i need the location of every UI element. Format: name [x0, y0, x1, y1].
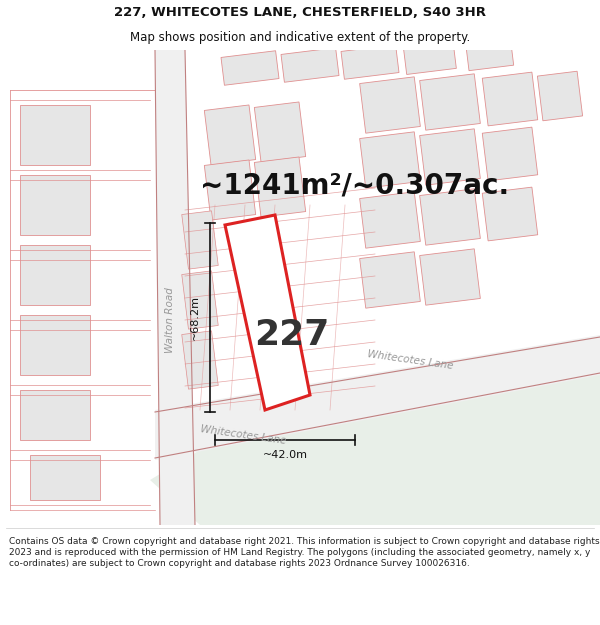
Text: ~68.2m: ~68.2m [190, 295, 200, 340]
Polygon shape [20, 390, 90, 440]
Text: Contains OS data © Crown copyright and database right 2021. This information is : Contains OS data © Crown copyright and d… [9, 537, 599, 568]
Polygon shape [254, 157, 305, 217]
Polygon shape [20, 175, 90, 235]
Polygon shape [419, 189, 481, 245]
Polygon shape [482, 187, 538, 241]
Polygon shape [419, 249, 481, 305]
Polygon shape [20, 245, 90, 305]
Polygon shape [281, 48, 339, 82]
Polygon shape [254, 102, 305, 162]
Polygon shape [359, 132, 421, 188]
Polygon shape [359, 192, 421, 248]
Polygon shape [155, 335, 600, 460]
Text: Whitecotes Lane: Whitecotes Lane [200, 424, 287, 446]
Text: 227, WHITECOTES LANE, CHESTERFIELD, S40 3HR: 227, WHITECOTES LANE, CHESTERFIELD, S40 … [114, 6, 486, 19]
Polygon shape [359, 252, 421, 308]
Polygon shape [205, 160, 256, 220]
Text: ~42.0m: ~42.0m [263, 450, 308, 460]
Text: ~1241m²/~0.307ac.: ~1241m²/~0.307ac. [200, 171, 509, 199]
Polygon shape [150, 345, 600, 525]
Polygon shape [419, 74, 481, 130]
Polygon shape [466, 43, 514, 71]
Polygon shape [20, 315, 90, 375]
Polygon shape [404, 44, 457, 74]
Text: Whitecotes Lane: Whitecotes Lane [367, 349, 454, 371]
Polygon shape [30, 455, 100, 500]
Text: Walton Road: Walton Road [165, 287, 175, 353]
Polygon shape [221, 51, 279, 85]
Polygon shape [341, 45, 399, 79]
Polygon shape [359, 77, 421, 133]
Polygon shape [20, 105, 90, 165]
Text: Map shows position and indicative extent of the property.: Map shows position and indicative extent… [130, 31, 470, 44]
Polygon shape [482, 72, 538, 126]
Polygon shape [182, 271, 218, 329]
Polygon shape [225, 215, 310, 410]
Text: 227: 227 [254, 318, 329, 352]
Polygon shape [155, 50, 195, 525]
Polygon shape [182, 211, 218, 269]
Polygon shape [205, 105, 256, 165]
Polygon shape [538, 71, 583, 121]
Polygon shape [182, 331, 218, 389]
Polygon shape [482, 127, 538, 181]
Polygon shape [419, 129, 481, 185]
